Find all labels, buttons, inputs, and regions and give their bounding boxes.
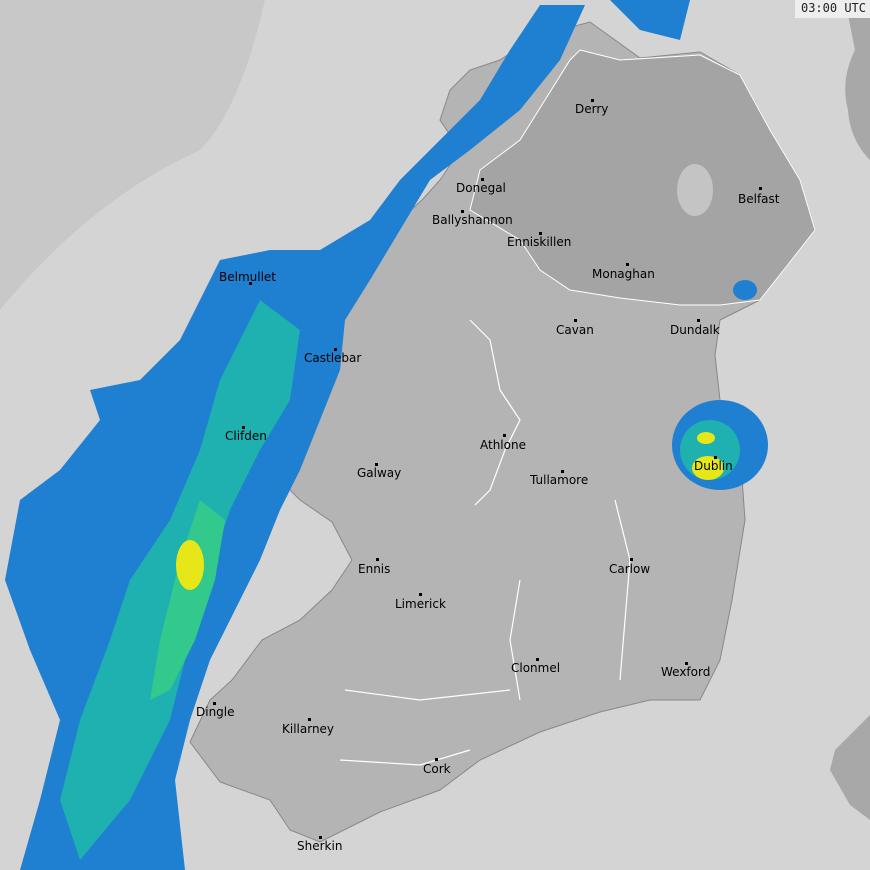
city-marker — [714, 456, 717, 459]
city-label-dublin: Dublin — [694, 459, 733, 473]
city-label-enniskillen: Enniskillen — [507, 235, 572, 249]
city-label-donegal: Donegal — [456, 181, 506, 195]
timestamp-label: 03:00 UTC — [794, 0, 870, 18]
city-label-castlebar: Castlebar — [304, 351, 362, 365]
city-marker — [213, 702, 216, 705]
city-marker — [591, 99, 594, 102]
city-label-monaghan: Monaghan — [592, 267, 655, 281]
city-marker — [249, 282, 252, 285]
northern-ireland-region — [469, 49, 816, 306]
rain-echoes — [5, 0, 768, 870]
city-marker — [685, 662, 688, 665]
city-marker — [461, 210, 464, 213]
city-marker — [626, 263, 629, 266]
city-label-killarney: Killarney — [282, 722, 335, 736]
city-marker — [435, 758, 438, 761]
city-marker — [319, 836, 322, 839]
city-label-belfast: Belfast — [738, 192, 780, 206]
city-marker — [561, 470, 564, 473]
city-label-limerick: Limerick — [395, 597, 446, 611]
city-label-dundalk: Dundalk — [670, 323, 720, 337]
wales-landmass — [830, 715, 870, 820]
city-label-derry: Derry — [575, 102, 609, 116]
city-label-cavan: Cavan — [556, 323, 594, 337]
city-marker — [419, 593, 422, 596]
city-label-galway: Galway — [357, 466, 402, 480]
city-label-clifden: Clifden — [225, 429, 267, 443]
city-marker — [759, 187, 762, 190]
city-marker — [503, 434, 506, 437]
city-label-dingle: Dingle — [196, 705, 235, 719]
city-marker — [539, 232, 542, 235]
city-marker — [334, 348, 337, 351]
city-marker — [376, 558, 379, 561]
city-label-ballyshannon: Ballyshannon — [432, 213, 513, 227]
city-label-sherkin: Sherkin — [297, 839, 343, 853]
city-marker — [481, 178, 484, 181]
lough-neagh — [677, 164, 713, 216]
city-marker — [308, 718, 311, 721]
city-label-clonmel: Clonmel — [511, 661, 561, 675]
city-marker — [630, 558, 633, 561]
city-marker — [375, 463, 378, 466]
city-label-athlone: Athlone — [480, 438, 526, 452]
city-label-belmullet: Belmullet — [219, 270, 276, 284]
city-label-ennis: Ennis — [358, 562, 391, 576]
city-marker — [697, 319, 700, 322]
rivers — [339, 319, 631, 766]
city-label-tullamore: Tullamore — [530, 473, 589, 487]
out-of-range-area — [0, 0, 265, 310]
city-label-cork: Cork — [423, 762, 451, 776]
city-marker — [242, 426, 245, 429]
city-label-wexford: Wexford — [661, 665, 711, 679]
scotland-landmass — [845, 0, 870, 160]
city-marker — [536, 658, 539, 661]
city-marker — [574, 319, 577, 322]
city-label-carlow: Carlow — [609, 562, 651, 576]
